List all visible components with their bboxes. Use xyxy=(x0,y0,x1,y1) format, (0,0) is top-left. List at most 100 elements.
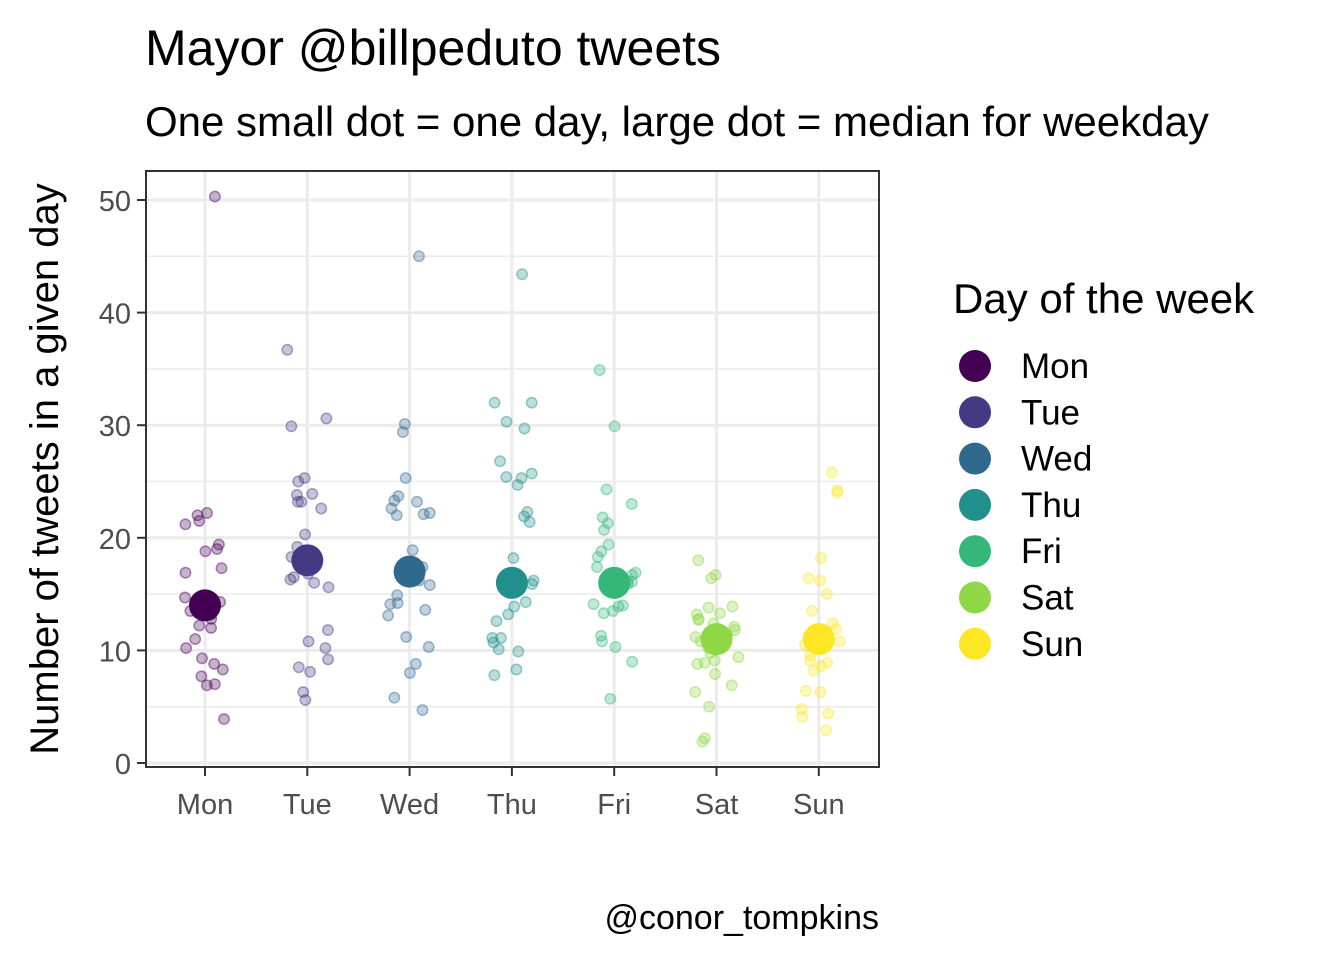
legend-key xyxy=(959,581,991,614)
day-point xyxy=(492,643,505,656)
day-point xyxy=(726,600,739,613)
x-axis: Mon Tue Wed Thu Fri Sat Sun xyxy=(177,767,845,821)
day-point xyxy=(606,605,619,617)
day-point xyxy=(419,603,432,616)
day-point xyxy=(292,475,305,488)
day-point xyxy=(596,511,609,524)
day-point xyxy=(519,596,532,608)
day-point xyxy=(692,614,705,626)
day-point xyxy=(799,684,812,697)
day-point xyxy=(211,543,223,556)
day-point xyxy=(805,605,818,617)
chart-title: Mayor @billpeduto tweets xyxy=(145,20,721,76)
day-point xyxy=(698,732,711,745)
median-point xyxy=(291,544,324,577)
day-point xyxy=(281,343,294,356)
day-point xyxy=(725,679,738,692)
day-point xyxy=(390,509,403,522)
legend-label: Thu xyxy=(1021,486,1081,525)
median-point xyxy=(802,623,835,656)
day-point xyxy=(191,509,204,522)
day-point xyxy=(814,574,827,587)
day-point xyxy=(705,572,718,585)
y-tick-label: 30 xyxy=(99,411,131,443)
day-point xyxy=(215,562,228,575)
day-point xyxy=(193,619,206,632)
day-point xyxy=(598,523,611,536)
legend-key xyxy=(959,442,991,475)
day-point xyxy=(218,713,230,726)
day-point xyxy=(304,665,317,678)
day-point xyxy=(199,545,212,558)
day-point xyxy=(512,645,525,658)
legend: Day of the week Mon Tue Wed Thu Fri Sat Sun xyxy=(953,275,1255,664)
plot-panel xyxy=(145,170,880,768)
median-point xyxy=(700,623,733,656)
day-point xyxy=(609,641,622,653)
day-point xyxy=(814,552,827,565)
day-point xyxy=(815,660,828,673)
x-tick-label: Wed xyxy=(380,789,439,821)
day-point xyxy=(490,615,503,628)
day-point xyxy=(284,573,297,586)
chart-subtitle: One small dot = one day, large dot = med… xyxy=(145,98,1209,145)
day-point xyxy=(600,483,613,496)
day-point xyxy=(629,566,642,579)
day-point xyxy=(502,608,515,621)
day-point xyxy=(690,608,703,621)
day-point xyxy=(216,663,229,676)
day-point xyxy=(396,426,409,438)
day-points xyxy=(179,190,846,748)
day-point xyxy=(391,597,404,610)
day-point xyxy=(297,686,310,699)
day-point xyxy=(526,578,538,590)
day-point xyxy=(291,495,304,508)
legend-key xyxy=(959,627,991,660)
day-point xyxy=(486,632,499,644)
day-point xyxy=(795,703,808,715)
day-point xyxy=(308,576,321,589)
day-point xyxy=(315,502,328,515)
day-point xyxy=(392,490,405,503)
day-point xyxy=(403,666,416,679)
day-point xyxy=(507,552,520,565)
day-point xyxy=(299,528,312,541)
y-tick-label: 0 xyxy=(115,749,131,781)
day-point xyxy=(702,601,715,614)
day-point xyxy=(709,569,722,581)
day-point xyxy=(208,678,221,691)
median-point xyxy=(189,589,221,622)
major-gridlines xyxy=(146,171,879,767)
day-point xyxy=(831,486,844,499)
day-point xyxy=(292,661,305,674)
day-point xyxy=(596,635,608,648)
day-point xyxy=(411,495,423,508)
day-point xyxy=(388,494,401,507)
legend-key xyxy=(959,396,991,429)
legend-key xyxy=(959,350,991,382)
day-point xyxy=(500,471,513,483)
day-point xyxy=(416,704,429,717)
day-point xyxy=(422,641,435,653)
day-point xyxy=(709,668,722,680)
day-point xyxy=(732,651,745,664)
day-point xyxy=(500,415,513,428)
day-point xyxy=(527,574,540,587)
day-point xyxy=(205,621,218,634)
day-point xyxy=(523,516,536,528)
day-point xyxy=(713,607,726,620)
day-point xyxy=(193,514,206,527)
day-point xyxy=(406,544,419,557)
day-point xyxy=(796,710,809,723)
day-point xyxy=(494,455,507,468)
day-point xyxy=(595,545,608,558)
day-point xyxy=(826,617,839,630)
day-point xyxy=(626,655,639,668)
legend-key xyxy=(959,488,991,521)
day-point xyxy=(423,507,436,519)
day-point xyxy=(593,364,606,376)
legend-key xyxy=(959,535,991,568)
day-point xyxy=(409,657,422,670)
day-point xyxy=(689,686,702,699)
day-point xyxy=(804,654,817,667)
